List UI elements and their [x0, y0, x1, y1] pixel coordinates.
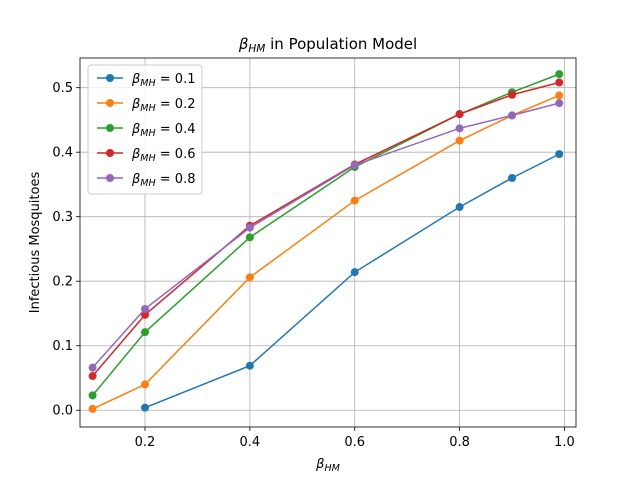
title-symbol: β	[238, 35, 249, 53]
data-point	[508, 111, 517, 120]
series-1	[141, 150, 564, 412]
data-point	[88, 363, 97, 372]
data-point	[508, 90, 517, 99]
x-tick-label: 1.0	[554, 435, 575, 450]
legend-frame	[87, 64, 203, 195]
data-point	[141, 328, 150, 337]
legend-item: βMH = 0.1	[97, 72, 195, 89]
data-point	[245, 361, 254, 370]
data-point	[350, 268, 359, 277]
data-point	[141, 310, 150, 319]
data-point	[455, 124, 464, 133]
legend-item: βMH = 0.2	[97, 97, 195, 114]
x-tick-label: 0.6	[344, 435, 365, 450]
data-point	[555, 150, 564, 159]
axis-ticks: 0.2 0.4 0.6 0.8 1.0 0.0 0.1 0.2 0.3 0.4 0.5	[52, 81, 574, 450]
data-point	[350, 196, 359, 205]
legend-marker	[106, 149, 114, 157]
legend-label: βMH = 0.2	[131, 97, 195, 114]
data-point	[245, 233, 254, 242]
data-point	[455, 136, 464, 145]
data-point	[88, 391, 97, 400]
legend-item: βMH = 0.6	[97, 147, 195, 164]
data-point	[245, 273, 254, 282]
data-point	[455, 110, 464, 119]
data-point	[88, 372, 97, 381]
data-point	[350, 161, 359, 170]
title-suffix: in Population Model	[265, 35, 417, 53]
series-5	[88, 99, 564, 372]
data-point	[555, 78, 564, 87]
y-tick-label: 0.2	[52, 275, 73, 290]
y-tick-label: 0.5	[52, 81, 73, 96]
y-tick-label: 0.4	[52, 146, 73, 161]
legend-item: βMH = 0.4	[97, 122, 195, 139]
legend-marker	[106, 174, 114, 182]
data-point	[141, 304, 150, 313]
legend-marker	[106, 99, 114, 107]
x-tick-label: 0.2	[135, 435, 156, 450]
plot-area-frame	[79, 57, 577, 428]
data-point	[245, 223, 254, 232]
legend-label: βMH = 0.1	[131, 72, 195, 89]
chart-title: βHM in Population Model	[238, 35, 417, 55]
y-tick-label: 0.0	[52, 404, 73, 419]
legend: βMH = 0.1 βMH = 0.2 βMH = 0.4 βMH = 0.6 βMH …	[87, 64, 203, 195]
x-tick-label: 0.4	[240, 435, 261, 450]
y-axis-label: Infectious Mosquitoes	[28, 172, 43, 314]
legend-marker	[106, 124, 114, 132]
title-subscript: HM	[248, 43, 265, 55]
legend-label: βMH = 0.8	[131, 172, 195, 189]
data-point	[555, 70, 564, 79]
data-point	[555, 99, 564, 108]
data-point	[88, 404, 97, 413]
y-tick-label: 0.1	[52, 339, 73, 354]
legend-item: βMH = 0.8	[97, 172, 195, 189]
xlabel-symbol: β	[315, 457, 324, 472]
y-tick-label: 0.3	[52, 210, 73, 225]
data-point	[508, 173, 517, 182]
x-axis-label: βHM	[315, 457, 340, 474]
x-tick-label: 0.8	[449, 435, 470, 450]
legend-label: βMH = 0.6	[131, 147, 195, 164]
data-point	[455, 203, 464, 212]
legend-label: βMH = 0.4	[131, 122, 195, 139]
series-line	[144, 153, 560, 409]
xlabel-subscript: HM	[324, 463, 339, 474]
data-point	[141, 403, 150, 412]
legend-marker	[106, 74, 114, 82]
data-point	[141, 380, 150, 389]
data-point	[555, 91, 564, 100]
series-layer	[88, 70, 564, 413]
